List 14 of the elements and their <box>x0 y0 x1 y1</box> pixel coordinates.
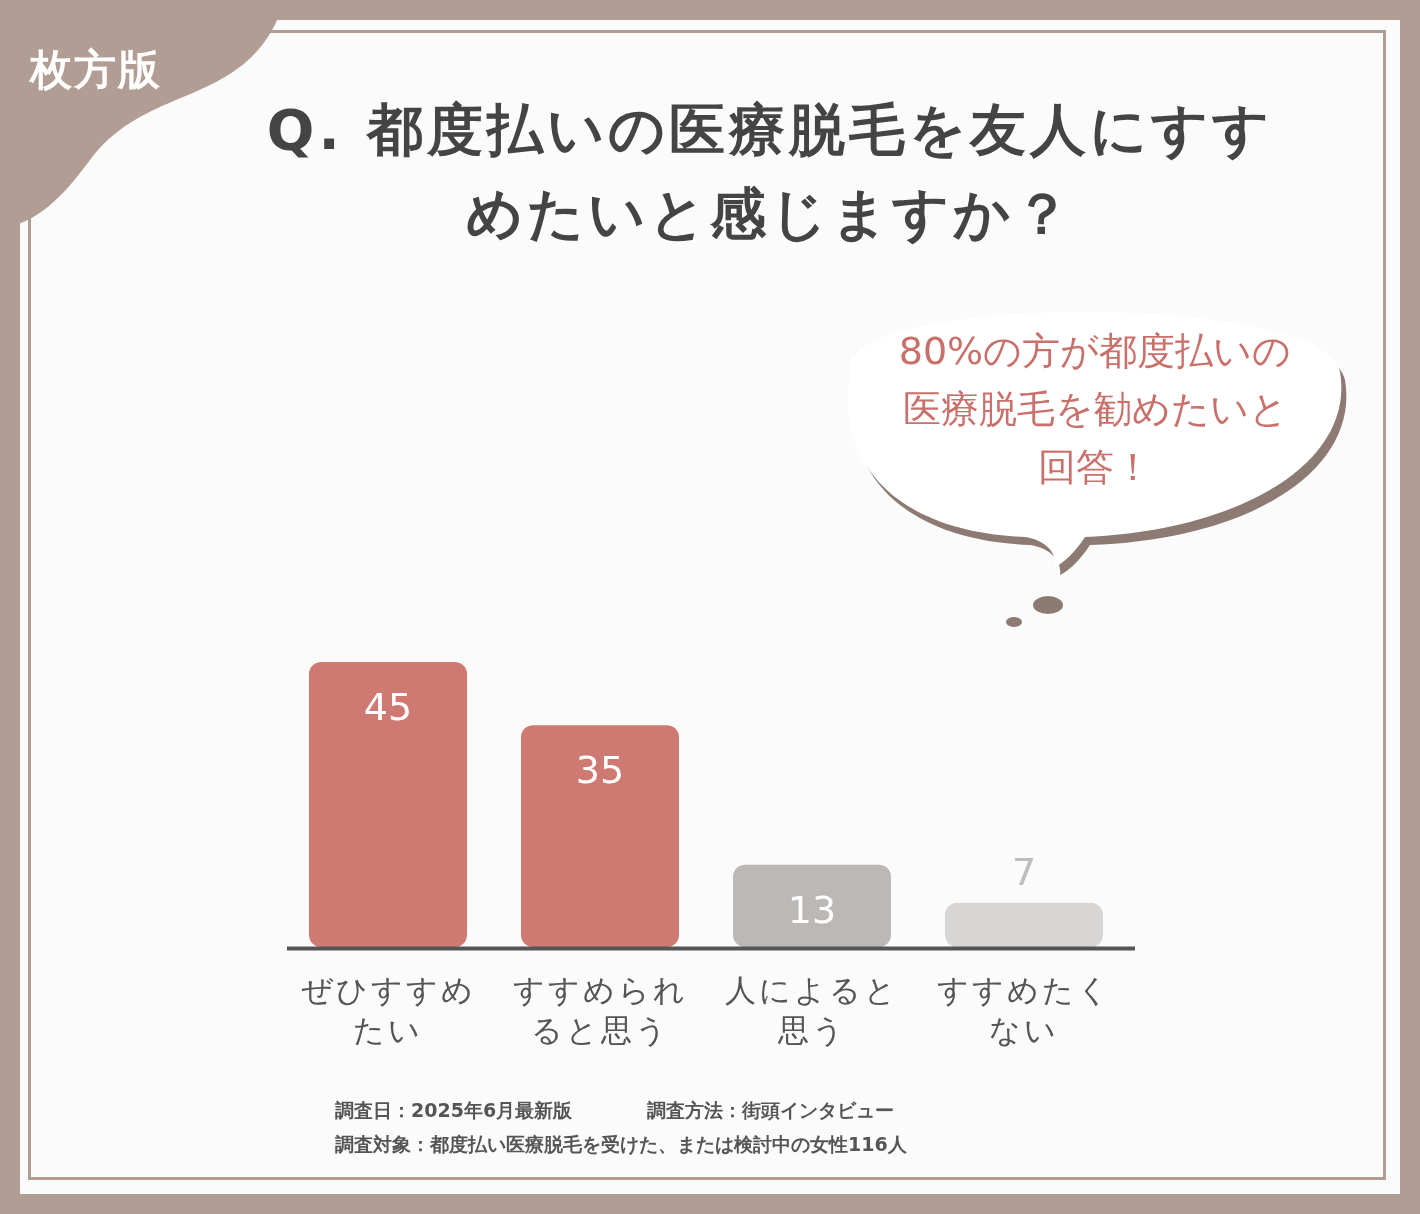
chart-title: Q. 都度払いの医療脱毛を友人にすすめたいと感じますか？ <box>265 96 1275 248</box>
text: 調査方法：街頭インタビュー <box>647 1098 894 1123</box>
x-tick-label: すすめられると思う <box>511 971 689 1050</box>
x-tick-label: 人によると思う <box>724 971 900 1050</box>
text: 調査日：2025年6月最新版 <box>335 1098 573 1123</box>
data-label: 35 <box>575 748 625 793</box>
data-label: 45 <box>363 685 413 729</box>
x-tick-label: すすめたくない <box>935 971 1113 1050</box>
data-label: 13 <box>787 887 837 932</box>
text: 80%の方が都度払いの医療脱毛を勧めたいと回答！ <box>897 328 1293 491</box>
text: 枚方版 <box>30 44 162 96</box>
x-tick-label: ぜひすすめたい <box>299 971 477 1050</box>
text: 調査対象：都度払い医療脱毛を受けた、または検討中の女性116人 <box>335 1132 907 1157</box>
data-label: 7 <box>1011 849 1037 894</box>
